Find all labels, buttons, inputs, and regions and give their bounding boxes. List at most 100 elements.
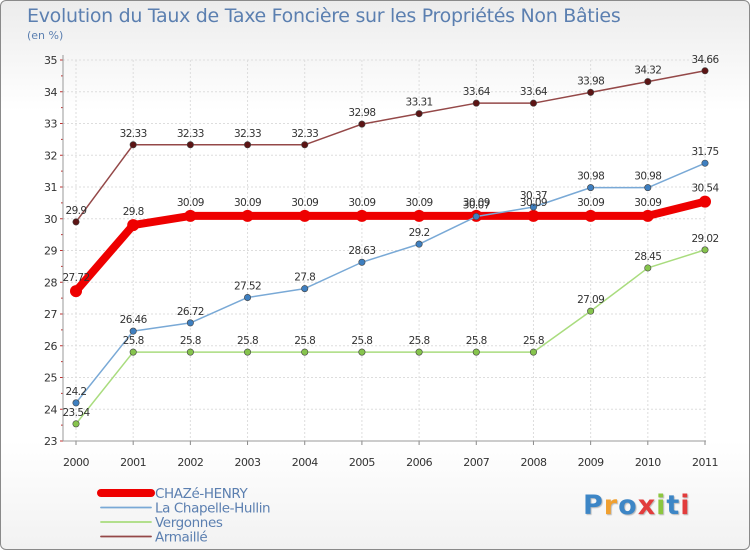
y-axis-unit-label: (en %) [27, 29, 64, 42]
data-label-la-chapelle-hullin-2002: 26.72 [177, 306, 204, 318]
data-label-chaz-henry-2011: 30.54 [691, 183, 719, 195]
data-label-vergonnes-2000: 23.54 [62, 407, 90, 419]
point-la-chapelle-hullin-2002 [186, 319, 194, 327]
data-label-vergonnes-2004: 25.8 [294, 335, 315, 347]
y-tick-label-25: 25 [44, 372, 57, 385]
x-tick-label-2010: 2010 [635, 456, 661, 469]
point-armaill-2004 [301, 141, 309, 149]
legend-label-vergonnes: Vergonnes [155, 515, 223, 531]
data-label-chaz-henry-2010: 30.09 [634, 197, 661, 209]
data-label-armaill-2011: 34.66 [691, 54, 719, 66]
data-label-armaill-2003: 32.33 [234, 128, 261, 140]
axes: 23 24 25 26 27 28 29 30 31 32 33 34 35 2000 2001 2002 20… [44, 54, 719, 469]
series-line-chaz-henry [72, 197, 709, 296]
data-label-vergonnes-2007: 25.8 [466, 335, 487, 347]
data-label-la-chapelle-hullin-2006: 29.2 [409, 227, 430, 239]
logo-letter: o [618, 490, 638, 521]
data-label-armaill-2004: 32.33 [291, 128, 318, 140]
x-tick-label-2001: 2001 [120, 456, 146, 469]
y-tick-label-24: 24 [44, 403, 57, 416]
legend-label-armaill: Armaillé [155, 530, 207, 546]
point-vergonnes-2001 [129, 348, 137, 356]
point-armaill-2003 [244, 141, 252, 149]
logo-letter: t [666, 490, 681, 521]
data-label-armaill-2002: 32.33 [177, 128, 204, 140]
series-line-vergonnes [75, 249, 706, 425]
proxiti-logo: Proxiti [583, 490, 691, 521]
point-chaz-henry-2004 [298, 209, 311, 222]
x-tick-label-2007: 2007 [463, 456, 489, 469]
data-label-vergonnes-2008: 25.8 [523, 335, 544, 347]
data-label-vergonnes-2010: 28.45 [634, 251, 661, 263]
point-armaill-2002 [186, 141, 194, 149]
logo-letter: i [656, 490, 667, 521]
point-chaz-henry-2003 [241, 209, 254, 222]
data-label-vergonnes-2011: 29.02 [691, 233, 718, 245]
data-label-chaz-henry-2005: 30.09 [348, 197, 375, 209]
point-la-chapelle-hullin-2009 [587, 184, 595, 192]
point-la-chapelle-hullin-2003 [244, 293, 252, 301]
data-label-armaill-2009: 33.98 [577, 75, 604, 87]
point-armaill-2001 [129, 141, 137, 149]
data-label-la-chapelle-hullin-2004: 27.8 [294, 272, 315, 284]
point-armaill-2010 [644, 78, 652, 86]
point-armaill-2009 [587, 88, 595, 96]
point-chaz-henry-2011 [699, 195, 711, 208]
data-label-armaill-2006: 33.31 [406, 97, 433, 109]
point-chaz-henry-2001 [127, 219, 140, 232]
y-tick-label-23: 23 [44, 435, 57, 448]
x-tick-label-2009: 2009 [578, 456, 604, 469]
point-la-chapelle-hullin-2007 [472, 213, 480, 221]
y-tick-label-35: 35 [44, 54, 57, 67]
point-la-chapelle-hullin-2005 [358, 258, 366, 266]
data-label-armaill-2010: 34.32 [634, 65, 661, 77]
data-label-la-chapelle-hullin-2003: 27.52 [234, 280, 261, 292]
point-armaill-2005 [358, 120, 366, 128]
logo-letter: r [603, 490, 619, 521]
point-vergonnes-2011 [701, 246, 709, 254]
point-la-chapelle-hullin-2008 [529, 203, 537, 211]
data-label-vergonnes-2005: 25.8 [351, 335, 372, 347]
point-la-chapelle-hullin-2004 [301, 285, 309, 293]
point-vergonnes-2009 [587, 307, 595, 315]
data-label-chaz-henry-2004: 30.09 [291, 197, 318, 209]
data-label-chaz-henry-2008: 30.09 [520, 197, 547, 209]
logo-letter: i [680, 490, 691, 521]
data-label-armaill-2007: 33.64 [463, 86, 491, 98]
point-la-chapelle-hullin-2000 [72, 399, 80, 407]
series-line-la-chapelle-hullin [75, 162, 706, 404]
logo-letter: x [637, 490, 657, 521]
point-vergonnes-2003 [244, 348, 252, 356]
data-label-chaz-henry-2009: 30.09 [577, 197, 604, 209]
data-label-vergonnes-2006: 25.8 [409, 335, 430, 347]
data-label-chaz-henry-2007: 30.09 [463, 197, 490, 209]
data-label-chaz-henry-2001: 29.8 [123, 206, 144, 218]
y-tick-label-29: 29 [44, 245, 57, 258]
data-label-la-chapelle-hullin-2007: 30.07 [463, 200, 490, 212]
data-label-armaill-2005: 32.98 [348, 107, 375, 119]
point-vergonnes-2000 [72, 420, 80, 428]
data-label-chaz-henry-2006: 30.09 [406, 197, 433, 209]
y-tick-label-28: 28 [44, 276, 57, 289]
y-tick-label-32: 32 [44, 149, 57, 162]
point-vergonnes-2006 [415, 348, 423, 356]
grid-lines [63, 59, 706, 442]
point-vergonnes-2008 [529, 348, 537, 356]
point-armaill-2007 [472, 99, 480, 107]
legend-label-la-chapelle-hullin: La Chapelle-Hullin [155, 501, 270, 517]
data-label-la-chapelle-hullin-2010: 30.98 [634, 171, 661, 183]
point-armaill-2008 [529, 99, 537, 107]
point-armaill-2006 [415, 110, 423, 118]
point-vergonnes-2007 [472, 348, 480, 356]
logo-letter: P [583, 490, 604, 521]
y-tick-label-27: 27 [44, 308, 57, 321]
point-chaz-henry-2010 [641, 209, 654, 222]
legend-label-chaz-henry: CHAZé-HENRY [155, 486, 249, 502]
y-tick-label-30: 30 [44, 213, 57, 226]
data-label-vergonnes-2002: 25.8 [180, 335, 201, 347]
x-tick-label-2011: 2011 [692, 456, 718, 469]
point-armaill-2000 [72, 218, 80, 226]
data-label-la-chapelle-hullin-2011: 31.75 [691, 146, 718, 158]
